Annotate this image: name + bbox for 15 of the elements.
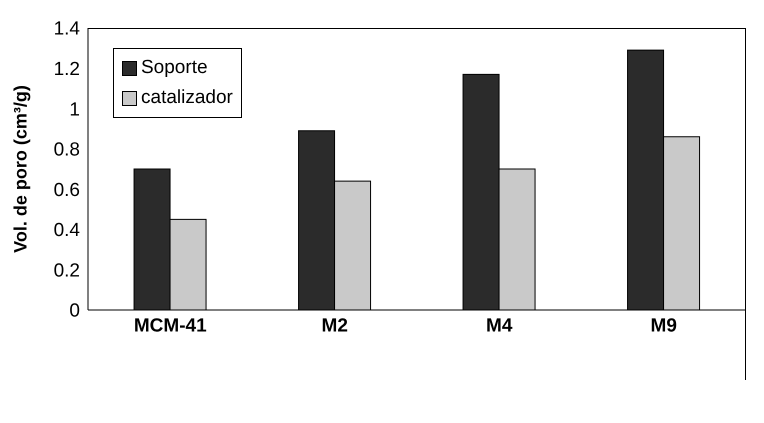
y-axis-title: Vol. de poro (cm³/g) xyxy=(10,85,30,253)
y-tick-label: 0.4 xyxy=(54,220,80,242)
legend-label: catalizador xyxy=(141,86,233,110)
x-tick-label: MCM-41 xyxy=(134,315,208,336)
y-tick-label: 0.8 xyxy=(54,140,80,161)
y-tick-label: 0.6 xyxy=(54,180,80,201)
x-tick-label: M9 xyxy=(650,315,677,336)
y-tick-label: 1 xyxy=(69,99,80,120)
legend-label: Soporte xyxy=(141,56,208,80)
x-tick-label: M2 xyxy=(322,315,348,336)
x-tick-label: M4 xyxy=(486,315,513,336)
y-tick-label: 0.2 xyxy=(54,260,80,282)
y-tick-label: 0 xyxy=(69,300,80,322)
y-tick-label: 1.4 xyxy=(54,18,80,40)
y-tick-label: 1.2 xyxy=(54,59,80,80)
